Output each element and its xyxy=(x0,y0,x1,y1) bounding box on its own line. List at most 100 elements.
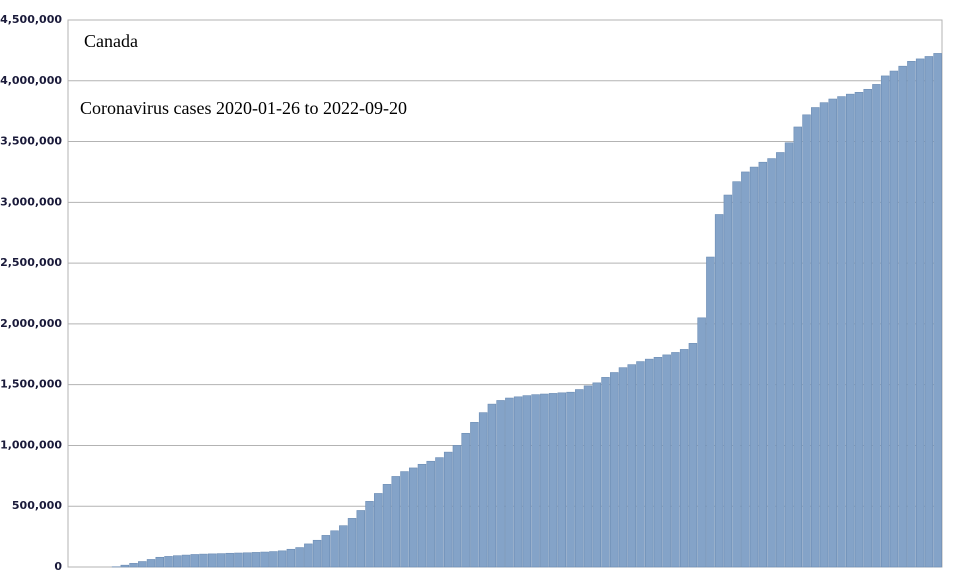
bar xyxy=(697,317,706,568)
bar xyxy=(426,460,435,568)
bar xyxy=(837,96,846,568)
bar xyxy=(863,88,872,568)
bar xyxy=(505,397,514,568)
bar xyxy=(129,563,138,568)
bar xyxy=(181,554,191,568)
bar xyxy=(714,214,724,568)
bar xyxy=(872,84,881,568)
bar xyxy=(575,389,584,568)
bar xyxy=(138,561,147,568)
y-tick-label: 500,000 xyxy=(12,499,62,512)
bar xyxy=(470,422,479,568)
bar xyxy=(120,564,130,568)
bar xyxy=(242,552,252,568)
y-tick-label: 4,000,000 xyxy=(0,74,62,87)
bar xyxy=(671,352,680,568)
bar xyxy=(749,166,759,568)
bar xyxy=(391,476,400,568)
bar xyxy=(644,358,654,568)
bar xyxy=(662,354,671,568)
bar xyxy=(627,364,636,568)
bar xyxy=(618,367,628,568)
bar xyxy=(408,467,418,568)
bar xyxy=(679,349,689,568)
bar xyxy=(758,161,768,568)
bar xyxy=(190,554,199,568)
bar xyxy=(374,493,383,568)
bar xyxy=(382,484,392,568)
bar xyxy=(234,552,243,568)
bar xyxy=(610,372,619,568)
bar xyxy=(339,525,348,568)
bar xyxy=(915,58,925,568)
bar xyxy=(880,75,890,568)
y-tick-label: 1,500,000 xyxy=(0,378,62,391)
bar xyxy=(854,92,864,568)
bar xyxy=(583,385,593,568)
y-tick-label: 3,000,000 xyxy=(0,195,62,208)
bar xyxy=(146,559,156,568)
y-tick-label: 1,000,000 xyxy=(0,438,62,451)
chart-subtitle: Coronavirus cases 2020-01-26 to 2022-09-… xyxy=(80,98,407,118)
bar xyxy=(304,543,313,568)
bar xyxy=(776,152,785,568)
bar xyxy=(513,396,523,568)
bar xyxy=(155,556,165,568)
bar xyxy=(199,553,208,568)
bar xyxy=(347,518,357,568)
bar xyxy=(732,181,741,568)
bar xyxy=(845,93,855,568)
bar xyxy=(417,463,427,568)
bar xyxy=(330,530,339,568)
bar xyxy=(496,400,505,568)
bar xyxy=(767,158,776,568)
bar xyxy=(260,551,269,568)
bar xyxy=(688,343,698,568)
bar xyxy=(522,395,532,568)
bar xyxy=(828,98,837,568)
bar xyxy=(435,457,444,568)
bar xyxy=(216,553,226,568)
bar xyxy=(653,357,663,568)
bar xyxy=(225,552,234,568)
y-tick-label: 2,000,000 xyxy=(0,317,62,330)
y-tick-label: 2,500,000 xyxy=(0,256,62,269)
y-tick-label: 0 xyxy=(54,560,62,573)
bar xyxy=(592,382,602,568)
bar xyxy=(741,171,750,568)
bar xyxy=(531,394,540,568)
bar xyxy=(461,432,470,568)
bar xyxy=(566,391,575,568)
bar xyxy=(443,451,453,568)
bar xyxy=(356,510,366,568)
bar xyxy=(312,539,322,568)
bar xyxy=(557,392,567,568)
bar xyxy=(889,70,899,568)
chart-title: Canada xyxy=(84,31,138,51)
bar xyxy=(295,547,304,568)
bar xyxy=(601,377,610,568)
bar xyxy=(907,61,916,568)
bar xyxy=(819,102,829,568)
y-tick-label: 4,500,000 xyxy=(0,13,62,26)
bar xyxy=(487,403,497,568)
bar xyxy=(723,194,733,568)
bar xyxy=(286,548,296,568)
bar xyxy=(898,65,907,568)
bar xyxy=(933,53,942,568)
bar xyxy=(164,556,173,568)
bar xyxy=(636,361,645,568)
bar xyxy=(365,501,374,568)
bar xyxy=(400,471,409,568)
bar xyxy=(540,393,549,568)
bar xyxy=(173,555,182,568)
bar xyxy=(548,393,558,568)
y-tick-label: 3,500,000 xyxy=(0,135,62,148)
bar xyxy=(811,107,820,568)
bar xyxy=(321,535,331,568)
bar xyxy=(478,412,488,568)
bar xyxy=(706,256,715,568)
bar xyxy=(802,114,811,568)
bar xyxy=(251,552,261,568)
